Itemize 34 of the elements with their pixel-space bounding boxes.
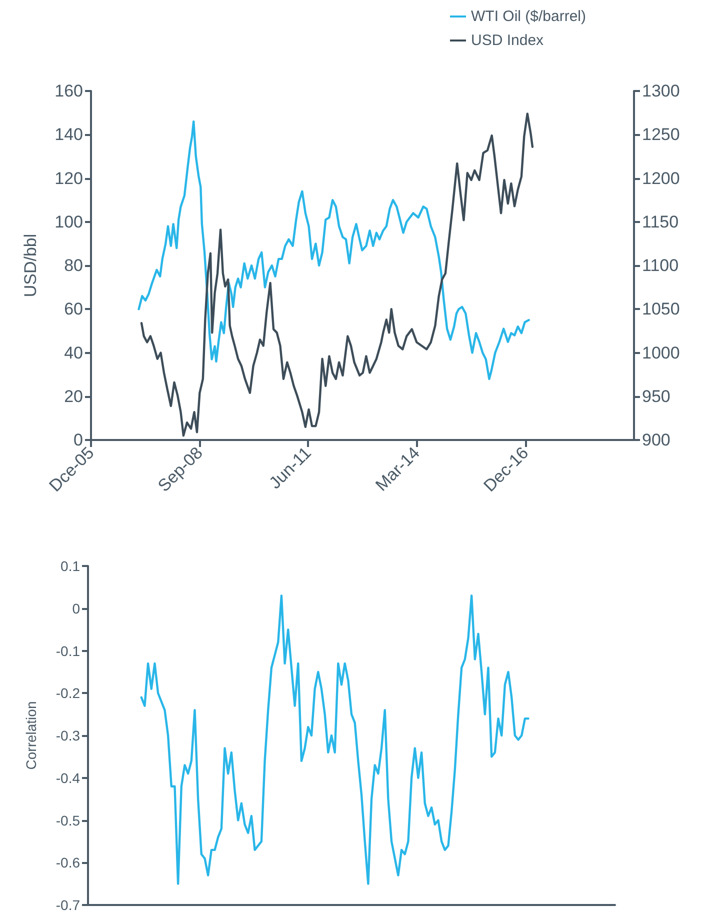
y-tick-label: 0 — [72, 600, 80, 616]
y-tick-label: 80 — [64, 256, 83, 275]
y-tick-label: 160 — [54, 82, 83, 100]
y-tick-label: 0.1 — [60, 558, 80, 574]
y-tick-label: -0.7 — [56, 897, 80, 913]
y-tick-label: -0.3 — [56, 728, 80, 744]
y-axis-title: USD/bbl — [21, 234, 40, 298]
legend-label: USD Index — [471, 32, 544, 49]
y2-tick-label: 1300 — [642, 82, 680, 100]
line-series — [140, 594, 530, 885]
y2-tick-label: 1250 — [642, 125, 680, 144]
y2-tick-label: 950 — [642, 386, 670, 406]
y2-tick-label: 1000 — [642, 343, 680, 362]
y-tick-label: 120 — [54, 168, 83, 188]
y-tick-label: -0.2 — [56, 685, 80, 702]
y-tick-label: 140 — [54, 125, 83, 144]
y-axis-title: Correlation — [23, 701, 39, 770]
y-tick-label: -0.1 — [56, 642, 80, 659]
y-tick-label: 100 — [54, 212, 83, 232]
y-tick-label: 60 — [64, 300, 83, 319]
y-tick-label: 0 — [74, 430, 83, 450]
y-tick-label: -0.6 — [56, 854, 80, 871]
line-series — [140, 112, 534, 437]
y2-tick-label: 1200 — [642, 168, 680, 188]
y-tick-label: 40 — [64, 343, 83, 362]
y-tick-label: -0.4 — [56, 770, 80, 786]
y2-tick-label: 900 — [642, 430, 670, 450]
y-tick-label: 20 — [64, 386, 83, 406]
line-series — [138, 120, 530, 380]
y2-tick-label: 1050 — [642, 300, 680, 319]
y-tick-label: -0.5 — [56, 812, 80, 828]
legend-label: WTI Oil ($/barrel) — [471, 8, 586, 25]
y2-tick-label: 1150 — [642, 212, 679, 232]
y2-tick-label: 1100 — [642, 256, 679, 275]
